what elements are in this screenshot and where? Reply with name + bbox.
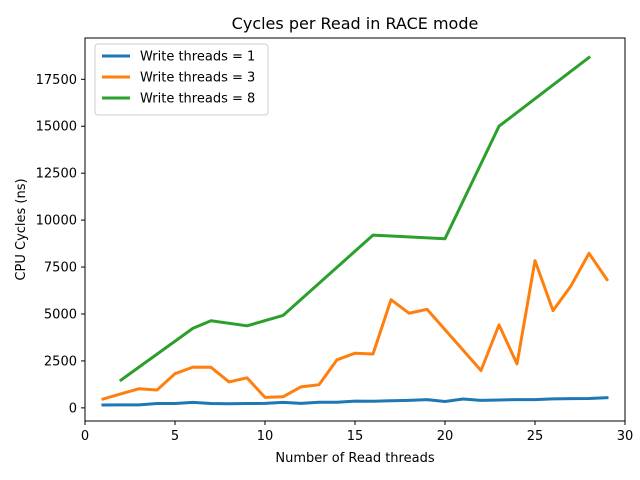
series-line-1	[101, 396, 609, 407]
y-tick-label: 15000	[36, 120, 77, 135]
x-tick-label: 15	[347, 429, 364, 444]
legend-box	[94, 43, 269, 116]
y-tick-label: 17500	[36, 73, 77, 88]
legend-label-2: Write threads = 3	[140, 71, 255, 86]
series-line-2	[101, 251, 610, 401]
legend-label-3: Write threads = 8	[140, 92, 255, 107]
legend-label-1: Write threads = 1	[140, 50, 255, 65]
y-tick-label: 10000	[36, 214, 77, 229]
x-tick-label: 30	[617, 429, 634, 444]
y-tick-label: 0	[69, 401, 77, 416]
y-tick-label: 2500	[44, 354, 77, 369]
x-axis-label: Number of Read threads	[275, 451, 434, 466]
plot-area	[101, 55, 610, 407]
y-axis-label: CPU Cycles (ns)	[14, 178, 29, 280]
chart-title: Cycles per Read in RACE mode	[232, 14, 479, 33]
x-tick-label: 20	[437, 429, 454, 444]
y-tick-label: 7500	[44, 261, 77, 276]
x-tick-label: 10	[257, 429, 274, 444]
y-tick-label: 12500	[36, 167, 77, 182]
x-tick-label: 5	[171, 429, 179, 444]
y-tick-label: 5000	[44, 307, 77, 322]
x-tick-label: 25	[527, 429, 544, 444]
series-line-3	[118, 55, 592, 383]
x-tick-label: 0	[81, 429, 89, 444]
legend: Write threads = 1 Write threads = 3 Write …	[94, 43, 269, 116]
